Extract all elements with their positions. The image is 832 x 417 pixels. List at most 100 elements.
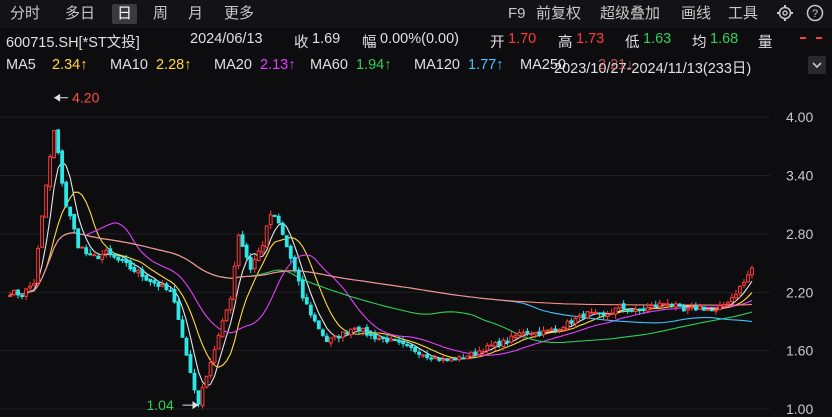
candle	[497, 337, 502, 349]
candle	[324, 333, 329, 343]
candle-body	[124, 258, 129, 264]
overlay-button[interactable]: 超级叠加	[600, 5, 661, 22]
tab-more[interactable]: 更多	[224, 5, 255, 22]
candle	[232, 261, 237, 301]
candle-body	[565, 320, 570, 330]
ma-date-range: 2023/10/27-2024/11/13(233日)	[554, 61, 752, 77]
ma5-label: MA5	[6, 57, 36, 73]
candle	[280, 221, 285, 236]
candle	[260, 240, 265, 257]
candle-body	[244, 244, 249, 258]
candle	[485, 342, 490, 356]
candle-body	[722, 304, 726, 307]
candle-body	[529, 333, 534, 336]
candle-body	[48, 156, 53, 187]
y-tick-label-0: 4.00	[786, 109, 813, 125]
ma60-line	[9, 232, 753, 344]
candle	[276, 213, 281, 224]
candle	[709, 306, 714, 312]
collapse-arrow-button[interactable]	[808, 56, 826, 74]
candle	[288, 244, 293, 263]
candle-body	[461, 357, 466, 360]
ma250-label: MA250	[520, 57, 566, 73]
candle-body	[216, 334, 221, 350]
candle-body	[533, 331, 538, 335]
candle	[184, 336, 189, 356]
gear-icon[interactable]	[776, 4, 794, 22]
candle	[730, 293, 734, 304]
candle	[84, 244, 89, 257]
candle-body	[108, 248, 113, 255]
candle	[481, 348, 486, 356]
candle	[64, 180, 69, 209]
ma60-value: 1.94↑	[356, 57, 392, 73]
candle	[136, 268, 141, 278]
candle-body	[76, 228, 81, 249]
candle	[100, 249, 105, 264]
candle-body	[553, 328, 558, 331]
candle-body	[268, 214, 273, 226]
candle	[248, 253, 253, 274]
f9-button[interactable]: F9	[508, 5, 526, 22]
candle-body	[449, 358, 454, 362]
candle	[96, 254, 101, 260]
candle	[345, 329, 349, 336]
y-tick-label-1: 3.40	[786, 168, 813, 184]
candle	[525, 328, 530, 336]
candle	[417, 348, 422, 359]
candle	[569, 318, 574, 327]
candle	[204, 375, 209, 389]
ma20-label: MA20	[214, 57, 252, 73]
candle	[12, 289, 16, 297]
candle	[112, 252, 117, 260]
candle	[60, 149, 65, 187]
candle	[312, 312, 317, 323]
candle	[533, 331, 538, 339]
candle-body	[637, 308, 642, 311]
candle	[369, 330, 373, 340]
candle	[409, 342, 413, 352]
draw-line-button[interactable]: 画线	[681, 5, 712, 22]
tab-multiday[interactable]: 多日	[65, 5, 96, 22]
candle	[349, 328, 353, 339]
candle	[609, 308, 614, 315]
candle-body	[385, 337, 389, 343]
candle	[501, 337, 506, 351]
tab-month[interactable]: 月	[188, 5, 204, 22]
candle-body	[750, 267, 754, 276]
candle	[140, 266, 145, 282]
candle	[545, 329, 550, 332]
candle-body	[112, 253, 117, 258]
y-tick-label-2: 2.80	[786, 226, 813, 242]
candle-body	[40, 215, 44, 248]
candle	[144, 274, 149, 282]
tab-day[interactable]: 日	[112, 4, 138, 24]
high-label: 高	[558, 35, 573, 51]
ma10-label: MA10	[110, 57, 148, 73]
candlestick-chart[interactable]: 4.00 3.40 2.80 2.20 1.60 1.00 4.20 1.04	[0, 82, 832, 417]
tab-intraday[interactable]: 分时	[10, 5, 41, 22]
candle	[617, 303, 622, 311]
candle-body	[256, 250, 261, 262]
help-icon[interactable]: ?	[806, 4, 824, 22]
candle	[493, 341, 498, 351]
forward-adjust-button[interactable]: 前复权	[536, 5, 582, 22]
candle	[581, 310, 586, 321]
candle	[365, 324, 369, 338]
candle-body	[477, 350, 482, 355]
candle	[268, 210, 273, 230]
candle-body	[573, 317, 578, 325]
candle	[726, 300, 730, 307]
candle	[168, 287, 173, 292]
candle	[92, 253, 97, 257]
tools-button[interactable]: 工具	[728, 5, 759, 22]
candle-body	[693, 305, 698, 311]
tab-week[interactable]: 周	[153, 5, 169, 22]
candle-body	[593, 311, 598, 314]
candle	[328, 337, 333, 347]
candle-body	[324, 335, 329, 343]
candle-body	[345, 332, 349, 335]
candle-body	[168, 289, 173, 292]
candle	[549, 326, 554, 331]
candle	[641, 305, 646, 314]
